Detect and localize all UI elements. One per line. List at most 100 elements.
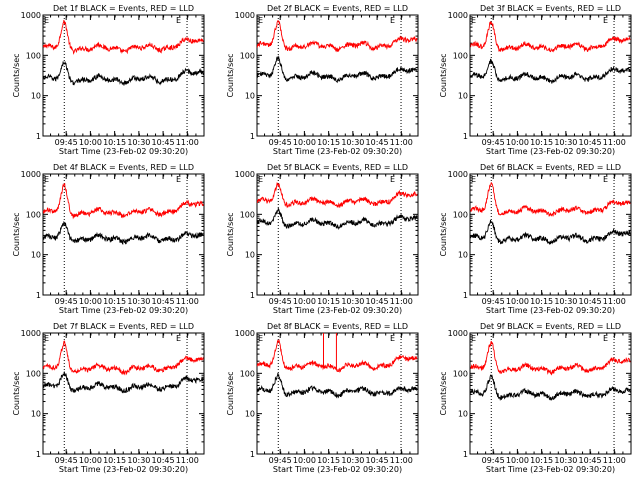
y-tick-label: 1000	[448, 170, 468, 179]
x-tick-label: 09:45	[269, 138, 292, 147]
y-axis-label: Counts/sec	[439, 371, 448, 415]
y-tick-label: 1000	[235, 11, 255, 20]
x-tick-label: 10:15	[103, 138, 126, 147]
y-axis-label: Counts/sec	[226, 53, 235, 97]
x-axis-label: Start Time (23-Feb-02 09:30:20)	[486, 465, 615, 474]
y-tick-label: 1	[250, 132, 255, 141]
series-lld	[256, 338, 418, 373]
x-tick-label: 09:45	[55, 297, 78, 306]
series-events	[42, 61, 204, 86]
panel-det-9: Det 9f BLACK = Events, RED = LLD 1 10 100 10…	[439, 322, 632, 474]
x-tick-label: 10:45	[579, 138, 602, 147]
x-tick-label: 10:45	[579, 297, 602, 306]
interval-marker-label: E	[390, 334, 395, 343]
x-tick-label: 10:00	[293, 138, 316, 147]
interval-marker-label: E	[603, 16, 608, 25]
x-axis-label: Start Time (23-Feb-02 09:30:20)	[59, 306, 188, 315]
y-tick-label: 100	[240, 210, 255, 219]
y-tick-label: 1000	[448, 329, 468, 338]
y-tick-label: 10	[458, 251, 468, 260]
panel-det-8: Det 8f BLACK = Events, RED = LLD 1 10 100 10…	[226, 322, 419, 474]
y-tick-label: 10	[31, 251, 41, 260]
x-tick-label: 10:45	[152, 456, 175, 465]
x-tick-label: 10:00	[79, 138, 102, 147]
y-tick-label: 1	[36, 450, 41, 459]
x-tick-label: 10:00	[506, 456, 529, 465]
y-tick-label: 1	[463, 132, 468, 141]
x-tick-label: 11:00	[176, 138, 199, 147]
x-tick-label: 09:45	[55, 456, 78, 465]
interval-marker-label: E	[390, 16, 395, 25]
y-axis-label: Counts/sec	[439, 212, 448, 256]
y-axis-label: Counts/sec	[12, 371, 21, 415]
y-axis-label: Counts/sec	[439, 53, 448, 97]
interval-marker-label: E	[603, 334, 608, 343]
x-tick-label: 11:00	[390, 297, 413, 306]
panel-det-7: Det 7f BLACK = Events, RED = LLD 1 10 100 10…	[12, 322, 205, 474]
interval-marker-label: E	[258, 334, 263, 343]
y-tick-label: 100	[240, 51, 255, 60]
x-tick-label: 10:00	[506, 297, 529, 306]
y-tick-label: 1000	[235, 170, 255, 179]
x-tick-label: 09:45	[482, 138, 505, 147]
y-tick-label: 100	[26, 210, 41, 219]
interval-marker-label: E	[390, 175, 395, 184]
x-tick-label: 10:15	[530, 138, 553, 147]
x-tick-label: 10:30	[554, 297, 577, 306]
x-tick-label: 11:00	[176, 456, 199, 465]
y-tick-label: 10	[31, 92, 41, 101]
y-axis-label: Counts/sec	[226, 371, 235, 415]
series-events	[42, 371, 204, 394]
x-tick-label: 10:45	[152, 138, 175, 147]
panel-det-3: Det 3f BLACK = Events, RED = LLD 1 10 100 10…	[439, 4, 632, 156]
y-tick-label: 1	[463, 291, 468, 300]
x-axis-label: Start Time (23-Feb-02 09:30:20)	[273, 147, 402, 156]
x-tick-label: 11:00	[603, 456, 626, 465]
x-tick-label: 10:15	[103, 456, 126, 465]
y-tick-label: 100	[26, 51, 41, 60]
x-tick-label: 10:45	[579, 456, 602, 465]
x-tick-label: 10:30	[554, 138, 577, 147]
interval-marker-label: E	[471, 334, 476, 343]
x-tick-label: 10:00	[79, 456, 102, 465]
y-tick-label: 10	[458, 410, 468, 419]
panel-det-6: Det 6f BLACK = Events, RED = LLD 1 10 100 10…	[439, 163, 632, 315]
series-lld	[42, 182, 204, 220]
x-tick-label: 10:30	[127, 297, 150, 306]
panel-det-2: Det 2f BLACK = Events, RED = LLD 1 10 100 10…	[226, 4, 419, 156]
panel-det-1: Det 1f BLACK = Events, RED = LLD 1 10 100 10…	[12, 4, 205, 156]
y-tick-label: 10	[245, 92, 255, 101]
y-tick-label: 1	[36, 132, 41, 141]
interval-marker-label: E	[471, 175, 476, 184]
interval-marker-label: E	[176, 334, 181, 343]
x-axis-label: Start Time (23-Feb-02 09:30:20)	[59, 465, 188, 474]
y-axis-label: Counts/sec	[12, 212, 21, 256]
x-tick-label: 09:45	[55, 138, 78, 147]
panel-title: Det 4f BLACK = Events, RED = LLD	[53, 163, 194, 172]
panel-det-4: Det 4f BLACK = Events, RED = LLD 1 10 100 10…	[12, 163, 205, 315]
y-tick-label: 10	[31, 410, 41, 419]
x-tick-label: 09:45	[269, 456, 292, 465]
x-tick-label: 10:00	[293, 456, 316, 465]
panel-title: Det 6f BLACK = Events, RED = LLD	[480, 163, 621, 172]
x-tick-label: 09:45	[482, 456, 505, 465]
x-tick-label: 10:00	[293, 297, 316, 306]
y-tick-label: 1	[250, 291, 255, 300]
series-lld	[256, 20, 418, 53]
interval-marker-label: E	[44, 175, 49, 184]
series-lld	[470, 340, 631, 376]
x-tick-label: 11:00	[603, 297, 626, 306]
x-tick-label: 10:00	[506, 138, 529, 147]
x-tick-label: 10:15	[317, 456, 340, 465]
x-tick-label: 11:00	[390, 138, 413, 147]
x-tick-label: 11:00	[603, 138, 626, 147]
y-tick-label: 100	[240, 369, 255, 378]
series-lld	[42, 19, 204, 55]
x-axis-label: Start Time (23-Feb-02 09:30:20)	[273, 465, 402, 474]
y-tick-label: 1000	[21, 170, 41, 179]
x-tick-label: 10:15	[103, 297, 126, 306]
series-lld	[470, 21, 631, 53]
series-events	[256, 206, 418, 230]
x-tick-label: 10:00	[79, 297, 102, 306]
x-tick-label: 09:45	[269, 297, 292, 306]
